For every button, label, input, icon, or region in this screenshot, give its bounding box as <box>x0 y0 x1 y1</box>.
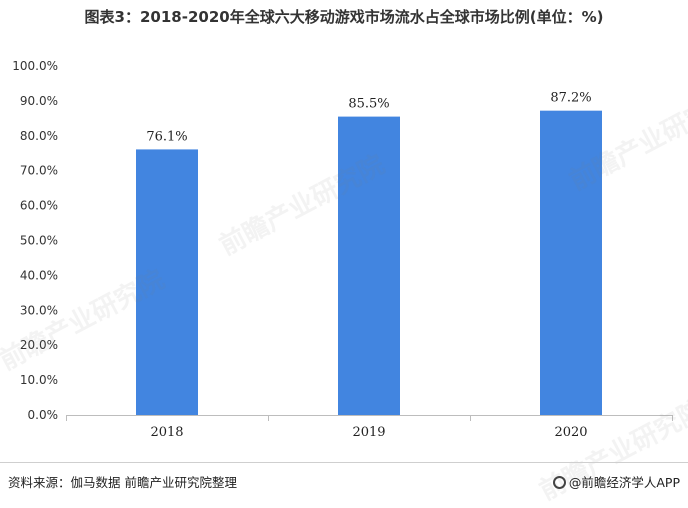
y-tick-label: 100.0% <box>12 59 58 73</box>
y-tick-label: 20.0% <box>20 338 58 352</box>
y-tick-label: 0.0% <box>28 408 59 422</box>
y-tick-label: 50.0% <box>20 234 58 248</box>
y-tick-label: 70.0% <box>20 164 58 178</box>
data-label: 85.5% <box>348 97 389 112</box>
labels: 76.1% 2018 85.5% 2019 87.2% 2020 <box>146 91 591 440</box>
y-tick-label: 40.0% <box>20 268 58 282</box>
x-tick-label: 2018 <box>150 425 183 440</box>
axes: 0.0% 10.0% 20.0% 30.0% 40.0% 50.0% 60.0% 70.0% 8… <box>12 59 673 422</box>
x-tick-label: 2020 <box>554 425 587 440</box>
data-label: 87.2% <box>550 91 591 106</box>
y-tick-label: 30.0% <box>20 303 58 317</box>
bar <box>136 149 198 415</box>
y-tick-label: 10.0% <box>20 373 58 387</box>
bars <box>136 110 602 415</box>
bar <box>338 116 400 415</box>
bar <box>540 110 602 415</box>
footer-divider <box>0 462 688 463</box>
brand-mark: @前瞻经济学人APP <box>552 472 680 491</box>
y-tick-label: 80.0% <box>20 129 58 143</box>
chart-title: 图表3：2018-2020年全球六大移动游戏市场流水占全球市场比例(单位：%) <box>84 8 604 26</box>
source-note: 资料来源：伽马数据 前瞻产业研究院整理 <box>8 475 237 490</box>
y-tick-label: 60.0% <box>20 199 58 213</box>
brand-logo-icon <box>552 476 566 489</box>
x-tick-label: 2019 <box>352 425 385 440</box>
bar-chart: 0.0% 10.0% 20.0% 30.0% 40.0% 50.0% 60.0% 70.0% 8… <box>12 59 673 440</box>
brand-text: @前瞻经济学人APP <box>568 475 680 490</box>
y-tick-label: 90.0% <box>20 94 58 108</box>
data-label: 76.1% <box>146 129 187 144</box>
